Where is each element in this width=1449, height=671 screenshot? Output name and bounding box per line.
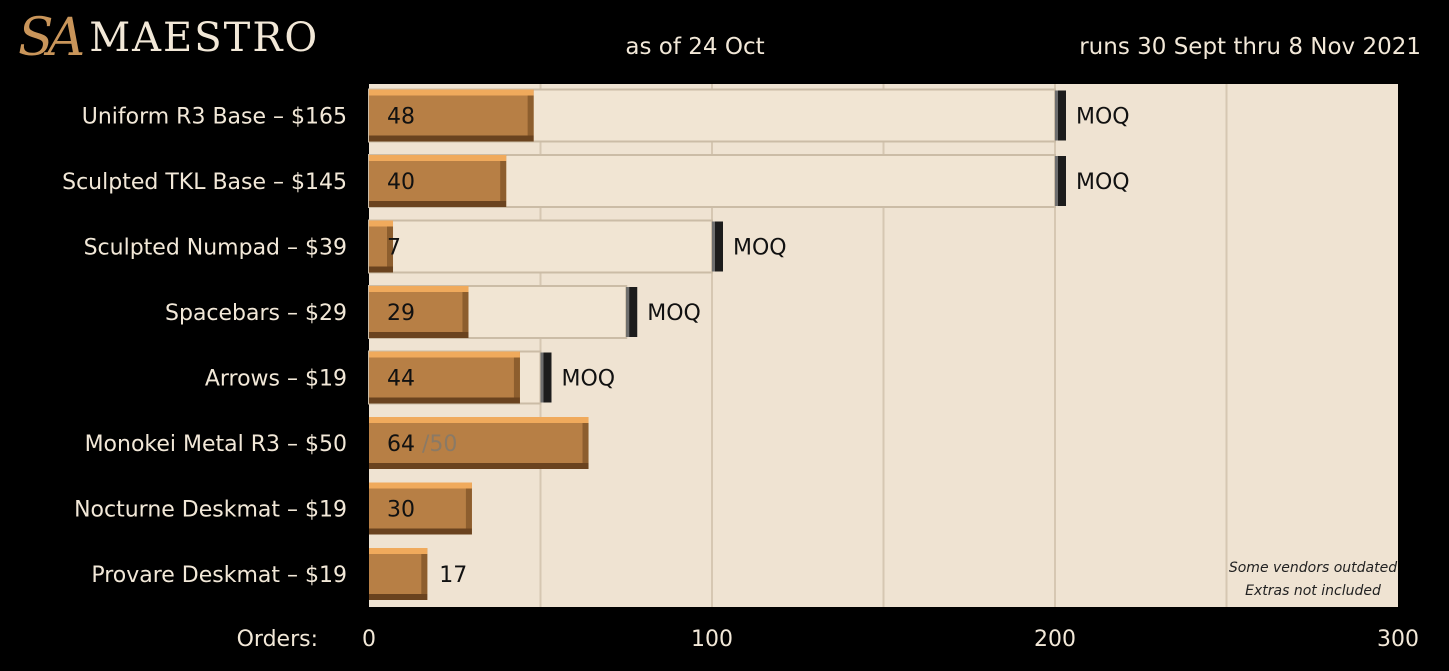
bar — [369, 417, 589, 469]
bar-bottom-bevel — [369, 332, 469, 338]
bar-side-bevel — [527, 95, 534, 136]
bar-top-bevel — [369, 220, 394, 227]
bar-bottom-bevel — [369, 528, 472, 535]
moq-marker — [1055, 90, 1066, 141]
moq-marker-highlight — [540, 352, 544, 403]
bar-bottom-bevel — [369, 135, 534, 142]
logo-text: MAESTRO — [89, 15, 320, 61]
bar — [369, 155, 507, 207]
bar-bottom-bevel — [369, 463, 589, 469]
x-axis-label: Orders: — [237, 627, 318, 652]
category-label: Provare Deskmat – $19 — [91, 563, 347, 588]
category-label: Arrows – $19 — [205, 367, 347, 392]
bar-top-bevel — [369, 351, 520, 358]
x-tick-label: 0 — [362, 627, 376, 652]
moq-label: MOQ — [1076, 170, 1130, 195]
moq-label: MOQ — [562, 367, 616, 392]
bar-bottom-bevel — [369, 397, 520, 404]
bar-side-bevel — [500, 161, 507, 201]
value-label: 64 /50 — [387, 432, 457, 457]
moq-marker — [626, 287, 638, 337]
bar — [369, 548, 428, 600]
moq-target-track — [368, 219, 713, 274]
bar-bottom-bevel — [369, 201, 507, 207]
moq-marker — [540, 352, 552, 403]
category-label: Sculpted TKL Base – $145 — [62, 170, 347, 195]
bar-side-bevel — [421, 554, 428, 594]
moq-marker-highlight — [712, 221, 715, 272]
moq-marker-highlight — [1055, 156, 1058, 206]
value-label: 7 — [387, 236, 401, 261]
logo-mark: SA — [18, 8, 85, 68]
x-tick-label: 300 — [1377, 627, 1419, 652]
bar-side-bevel — [582, 423, 589, 463]
footnote: Extras not included — [1245, 583, 1381, 599]
bar-top-bevel — [369, 482, 472, 489]
moq-marker-highlight — [626, 287, 630, 337]
footnote: Some vendors outdated — [1229, 560, 1397, 576]
moq-marker — [1055, 156, 1066, 206]
run-dates: runs 30 Sept thru 8 Nov 2021 — [1079, 34, 1421, 60]
moq-marker-highlight — [1055, 90, 1058, 141]
bar — [369, 482, 472, 535]
value-label: 30 — [387, 498, 415, 523]
moq-label: MOQ — [647, 301, 701, 326]
x-tick-label: 200 — [1034, 627, 1076, 652]
bar — [369, 351, 520, 404]
bar-top-bevel — [369, 286, 469, 292]
bar-side-bevel — [513, 357, 520, 398]
bar-side-bevel — [462, 292, 469, 332]
value-label: 44 — [387, 367, 415, 392]
value-label: 40 — [387, 170, 415, 195]
category-label: Spacebars – $29 — [165, 301, 347, 326]
bar-top-bevel — [369, 417, 589, 423]
bar-bottom-bevel — [369, 594, 428, 600]
value-label: 17 — [439, 563, 467, 588]
value-label: 48 — [387, 105, 415, 130]
bar-side-bevel — [465, 488, 472, 529]
category-label: Monokei Metal R3 – $50 — [85, 432, 347, 457]
bar — [369, 89, 534, 142]
bar-top-bevel — [369, 155, 507, 161]
bar-top-bevel — [369, 548, 428, 554]
category-label: Sculpted Numpad – $39 — [84, 236, 347, 261]
bar-bottom-bevel — [369, 266, 394, 273]
category-label: Nocturne Deskmat – $19 — [74, 498, 347, 523]
x-tick-label: 100 — [691, 627, 733, 652]
bar — [369, 286, 469, 338]
bar-top-bevel — [369, 89, 534, 96]
moq-label: MOQ — [733, 236, 787, 261]
bar-side-bevel — [387, 226, 394, 267]
moq-marker — [712, 221, 723, 272]
category-label: Uniform R3 Base – $165 — [82, 105, 347, 130]
as-of-date: as of 24 Oct — [625, 34, 765, 60]
moq-label: MOQ — [1076, 105, 1130, 130]
logo: SA MAESTRO — [18, 12, 319, 64]
value-label: 29 — [387, 301, 415, 326]
